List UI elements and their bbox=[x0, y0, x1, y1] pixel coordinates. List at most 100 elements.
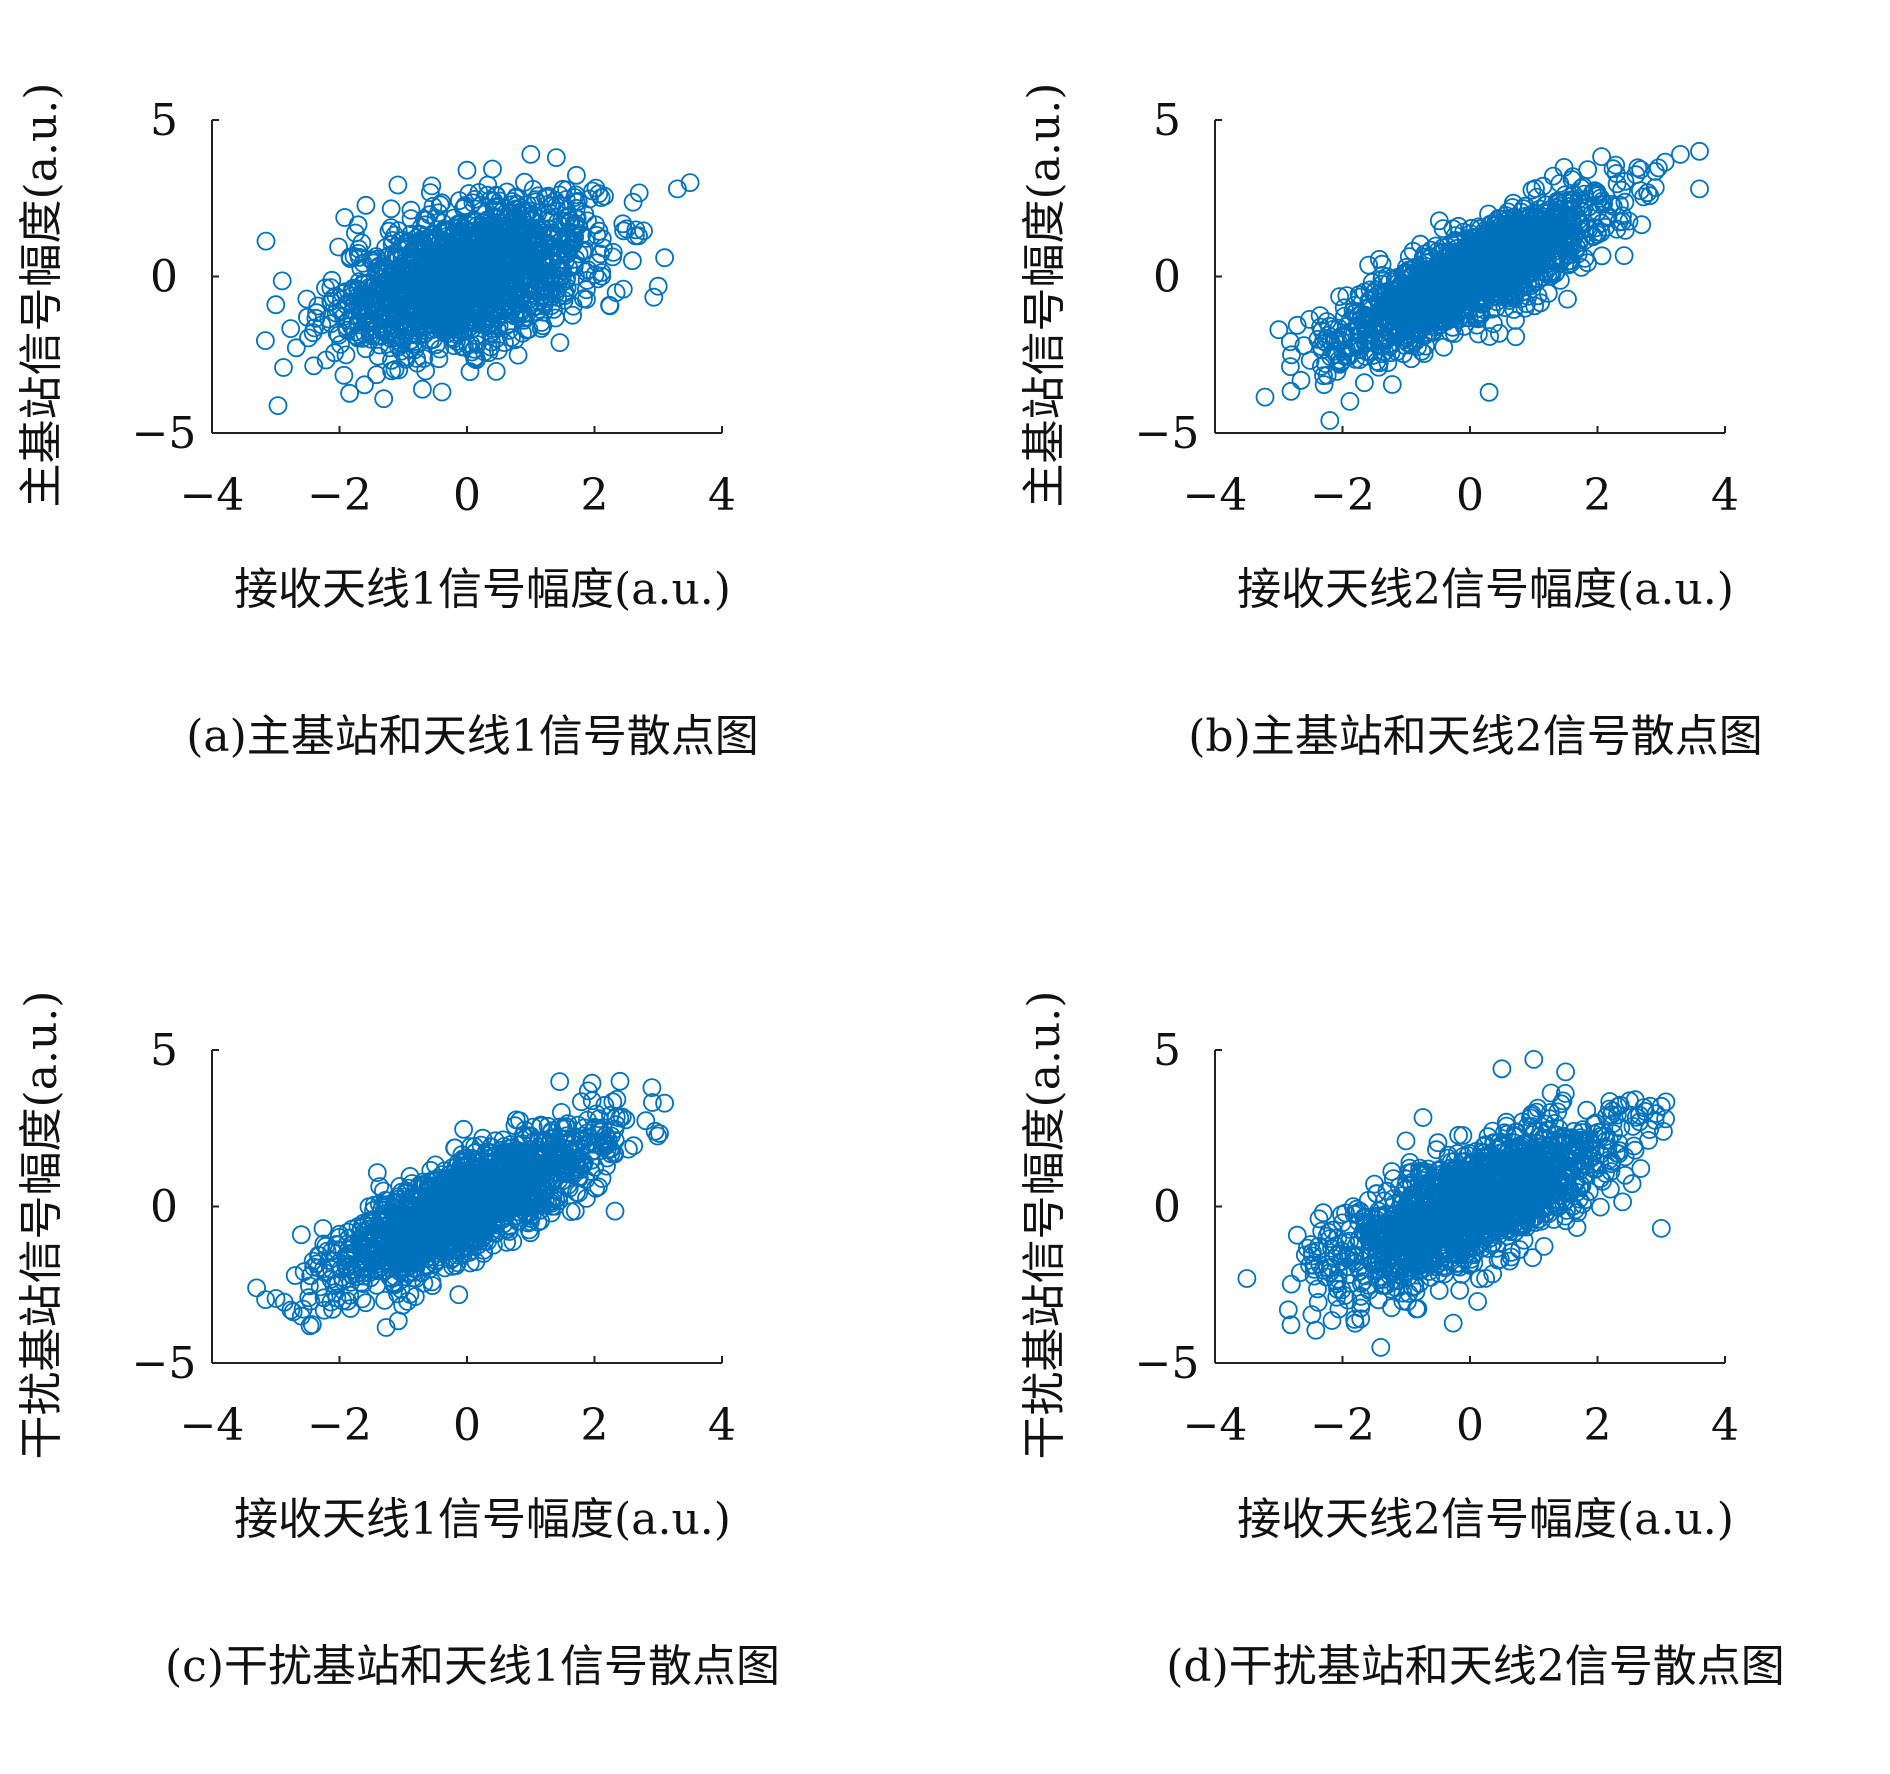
scatter-points-c bbox=[248, 1073, 673, 1336]
y-tick-label: −5 bbox=[132, 1338, 197, 1389]
data-point bbox=[1556, 159, 1573, 176]
data-point bbox=[368, 366, 385, 383]
data-point bbox=[1435, 339, 1452, 356]
x-tick-label: 0 bbox=[1456, 470, 1484, 521]
data-point bbox=[1341, 393, 1358, 410]
data-point bbox=[1672, 146, 1689, 163]
x-tick-label: 4 bbox=[1711, 470, 1739, 521]
data-point bbox=[389, 177, 406, 194]
y-tick-label: 5 bbox=[150, 95, 178, 146]
scatter-points-b bbox=[1257, 143, 1709, 429]
data-point bbox=[551, 1073, 568, 1090]
data-point bbox=[484, 161, 501, 178]
data-point bbox=[455, 1121, 472, 1138]
data-point bbox=[1384, 376, 1401, 393]
x-tick-label: −4 bbox=[180, 470, 245, 521]
x-tick-label: −2 bbox=[1310, 470, 1375, 521]
x-tick-label: 0 bbox=[453, 470, 481, 521]
x-tick-label: 0 bbox=[453, 1400, 481, 1451]
data-point bbox=[617, 1111, 634, 1128]
data-point bbox=[1691, 180, 1708, 197]
data-point bbox=[551, 334, 568, 351]
y-tick-label: 0 bbox=[1153, 252, 1181, 303]
data-point bbox=[288, 339, 305, 356]
x-tick-label: 2 bbox=[581, 470, 609, 521]
data-point bbox=[336, 209, 353, 226]
data-point bbox=[341, 385, 358, 402]
data-point bbox=[414, 381, 431, 398]
data-point bbox=[267, 296, 284, 313]
data-point bbox=[645, 289, 662, 306]
data-point bbox=[1371, 251, 1388, 268]
data-point bbox=[357, 197, 374, 214]
data-point bbox=[450, 1286, 467, 1303]
data-point bbox=[624, 252, 641, 269]
data-point bbox=[274, 272, 291, 289]
data-point bbox=[1616, 247, 1633, 264]
data-point bbox=[601, 297, 618, 314]
data-point bbox=[1559, 291, 1576, 308]
x-tick-label: −2 bbox=[307, 470, 372, 521]
x-tick-label: −2 bbox=[307, 1400, 372, 1451]
data-point bbox=[656, 1095, 673, 1112]
data-point bbox=[293, 1226, 310, 1243]
data-point bbox=[1481, 384, 1498, 401]
y-tick-label: 0 bbox=[150, 252, 178, 303]
x-axis-label-b: 接收天线2信号幅度(a.u.) bbox=[1168, 568, 1803, 612]
data-point bbox=[650, 278, 667, 295]
scatter-points-d bbox=[1238, 1051, 1674, 1356]
caption-b: (b)主基站和天线2信号散点图 bbox=[1043, 715, 1890, 759]
data-point bbox=[548, 149, 565, 166]
data-point bbox=[338, 346, 355, 363]
data-point bbox=[270, 397, 287, 414]
data-point bbox=[1257, 389, 1274, 406]
caption-c: (c)干扰基站和天线1信号散点图 bbox=[40, 1645, 905, 1689]
x-tick-label: 4 bbox=[708, 1400, 736, 1451]
data-point bbox=[257, 1291, 274, 1308]
data-point bbox=[335, 367, 352, 384]
data-point bbox=[488, 363, 505, 380]
data-point bbox=[1356, 374, 1373, 391]
data-point bbox=[568, 167, 585, 184]
x-tick-label: −4 bbox=[180, 1400, 245, 1451]
data-point bbox=[1283, 346, 1300, 363]
data-point bbox=[1507, 328, 1524, 345]
x-tick-label: 4 bbox=[708, 470, 736, 521]
x-axis-label-c: 接收天线1信号幅度(a.u.) bbox=[165, 1498, 800, 1542]
data-point bbox=[510, 347, 527, 364]
data-point bbox=[330, 239, 347, 256]
x-tick-label: 2 bbox=[1584, 470, 1612, 521]
data-point bbox=[383, 200, 400, 217]
data-point bbox=[607, 1203, 624, 1220]
y-tick-label: 5 bbox=[1153, 95, 1181, 146]
data-point bbox=[1270, 321, 1287, 338]
data-point bbox=[1545, 168, 1562, 185]
data-point bbox=[248, 1279, 265, 1296]
y-tick-label: 5 bbox=[150, 1025, 178, 1076]
data-point bbox=[375, 390, 392, 407]
data-point bbox=[1691, 143, 1708, 160]
caption-a: (a)主基站和天线1信号散点图 bbox=[40, 715, 905, 759]
data-point bbox=[282, 320, 299, 337]
data-point bbox=[257, 332, 274, 349]
data-point bbox=[300, 329, 317, 346]
data-point bbox=[275, 359, 292, 376]
data-point bbox=[612, 1073, 629, 1090]
data-point bbox=[1321, 412, 1338, 429]
scatter-points-a bbox=[257, 146, 699, 414]
data-point bbox=[434, 384, 451, 401]
data-point bbox=[1283, 383, 1300, 400]
y-tick-label: −5 bbox=[1135, 408, 1200, 459]
scatter-plot-a: −4 −2 0 2 4 −5 0 5 bbox=[0, 0, 945, 620]
y-tick-label: −5 bbox=[132, 408, 197, 459]
data-point bbox=[315, 1220, 332, 1237]
data-point bbox=[258, 233, 275, 250]
data-point bbox=[459, 162, 476, 179]
data-point bbox=[656, 249, 673, 266]
